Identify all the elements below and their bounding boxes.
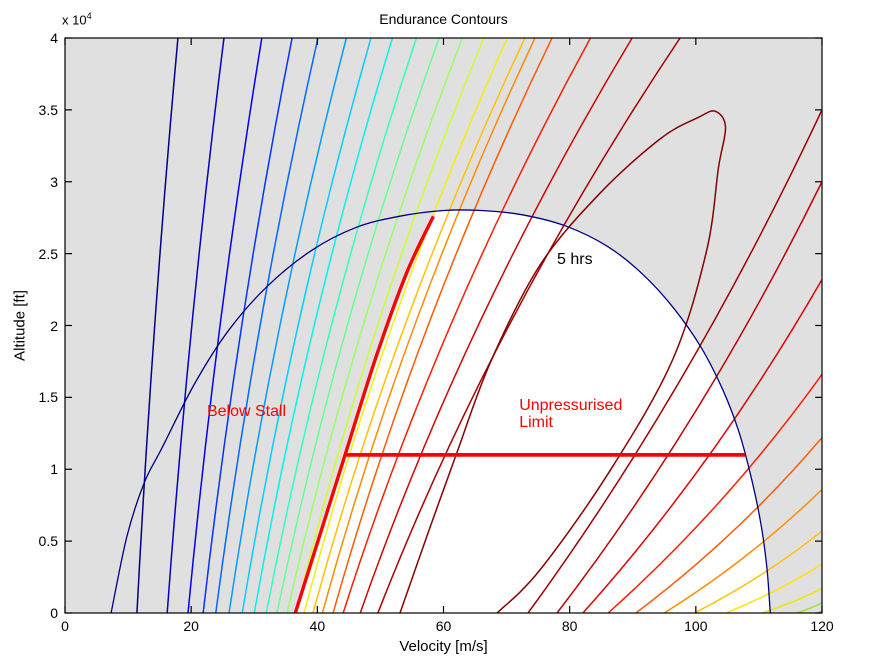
y-tick-label: 0 <box>50 605 58 621</box>
contour-line <box>312 38 526 613</box>
contour-line <box>635 437 822 613</box>
y-tick-label: 2.5 <box>38 245 58 262</box>
contour-line <box>527 109 822 613</box>
contour-line <box>359 38 633 613</box>
contour-line <box>187 38 263 613</box>
x-tick-label: 40 <box>309 618 326 634</box>
annotation-unpressurised-line2: Limit <box>519 414 553 432</box>
contour-line <box>607 373 822 613</box>
y-axis-exponent-base: x 10 <box>62 12 87 28</box>
contour-line <box>761 587 822 613</box>
plot-title: Endurance Contours <box>379 11 508 27</box>
y-tick-label: 3 <box>50 173 58 190</box>
feasible-region <box>295 209 771 613</box>
annotation-below-stall: Below Stall <box>206 403 287 421</box>
contour-line <box>725 563 822 613</box>
contour-line <box>399 110 727 613</box>
contour-line <box>332 38 553 613</box>
stall-limit-line <box>293 215 435 613</box>
y-tick-label: 1 <box>50 461 58 478</box>
x-tick-label: 100 <box>684 618 708 634</box>
contour-line <box>215 38 319 613</box>
y-tick-label: 1.5 <box>38 389 58 406</box>
y-tick-label: 0.5 <box>38 533 58 550</box>
contour-line <box>136 38 179 613</box>
annotation-unpressurised-line1: Unpressurised <box>519 397 623 415</box>
contour-line <box>228 38 348 613</box>
x-axis-label: Velocity [m/s] <box>399 638 488 655</box>
y-tick-label: 3.5 <box>38 101 58 118</box>
annotation-unpressurised-limit: Unpressurised Limit <box>519 397 622 431</box>
x-tick-label: 20 <box>183 618 199 634</box>
contour-line <box>796 602 822 613</box>
contour-line <box>286 38 464 613</box>
contour-line <box>321 38 536 613</box>
contour-lines <box>136 38 822 613</box>
contour-line <box>265 38 418 613</box>
contour-line <box>241 38 372 613</box>
y-tick-label: 4 <box>50 30 58 46</box>
x-tick-label: 120 <box>810 618 834 634</box>
contour-line <box>276 38 440 613</box>
x-tick-label: 80 <box>561 618 578 634</box>
x-tick-label: 60 <box>435 618 452 634</box>
contour-line <box>377 38 681 613</box>
contour-line <box>202 38 293 613</box>
x-tick-label: 0 <box>61 618 69 634</box>
y-tick-label: 2 <box>50 317 58 334</box>
contour-line <box>253 38 394 613</box>
flight-envelope-curve <box>110 209 771 613</box>
contour-line <box>342 38 592 613</box>
contour-line <box>303 38 508 613</box>
y-axis-exponent-power: 4 <box>86 11 92 21</box>
contour-line <box>295 38 485 613</box>
contour-line <box>166 38 225 613</box>
contour-line <box>694 530 822 613</box>
contour-line <box>663 488 822 613</box>
tick-marks <box>64 37 823 614</box>
y-axis-exponent: x 104 <box>62 11 92 27</box>
annotation-five-hrs: 5 hrs <box>557 250 593 268</box>
contour-line <box>556 181 822 613</box>
